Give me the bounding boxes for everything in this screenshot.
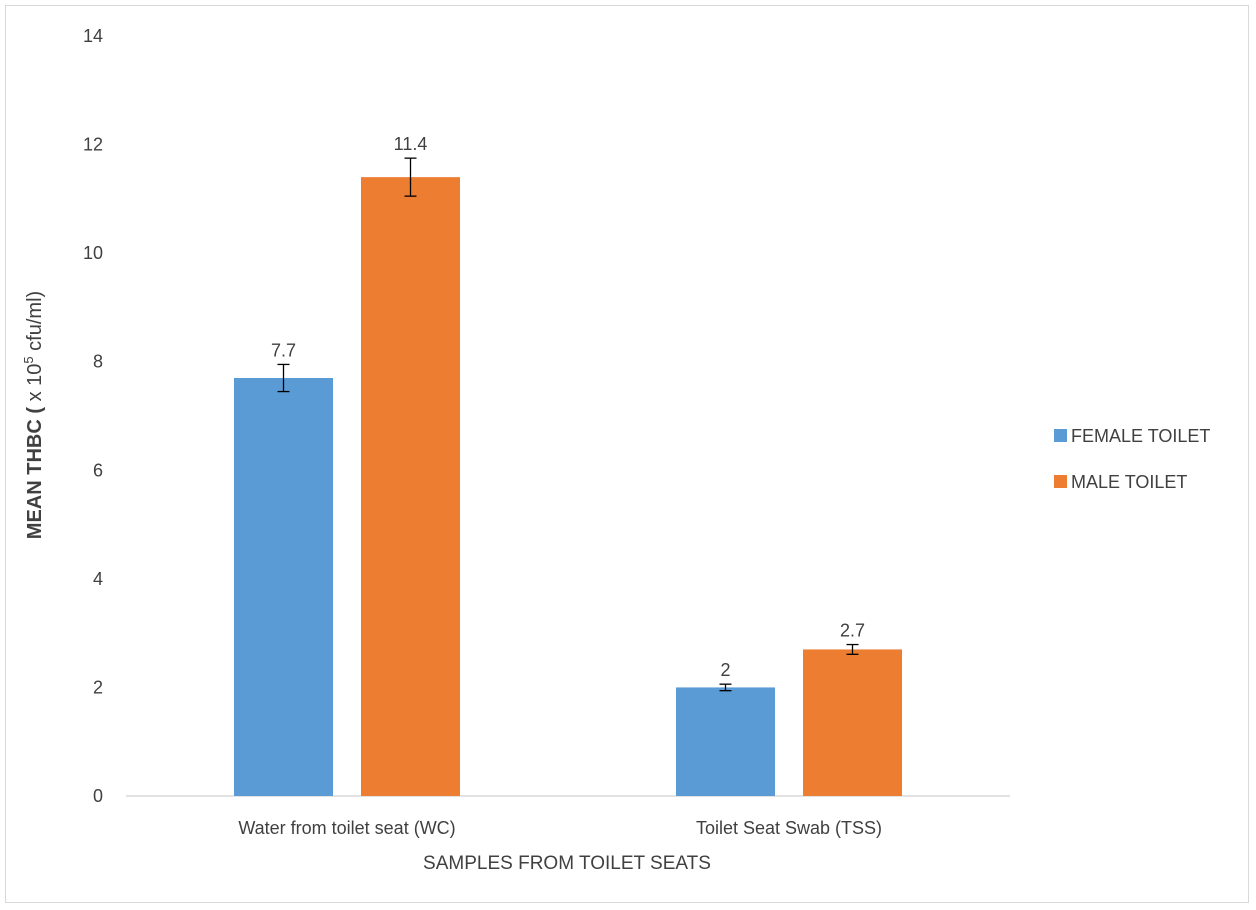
y-axis-ticks: 0 2 4 6 8 10 12 14 xyxy=(83,26,103,806)
bar-male xyxy=(803,649,902,796)
y-axis-title: MEAN THBC ( x 105 cfu/ml) xyxy=(21,291,46,539)
bar-female xyxy=(676,687,775,796)
legend-label-female: FEMALE TOILET xyxy=(1071,426,1210,446)
y-tick-label: 6 xyxy=(93,460,103,480)
error-bar xyxy=(277,363,290,393)
y-tick-label: 8 xyxy=(93,352,103,372)
bars xyxy=(234,177,902,797)
data-label: 11.4 xyxy=(394,134,428,154)
bar-female xyxy=(234,378,333,796)
data-labels: 7.7 11.4 2 2.7 xyxy=(271,134,865,680)
legend-swatch-female xyxy=(1054,429,1067,442)
y-axis-title-exponent: 5 xyxy=(21,356,36,363)
error-bar xyxy=(846,643,859,655)
error-bar xyxy=(719,683,732,692)
error-bars xyxy=(277,157,859,692)
category-labels: Water from toilet seat (WC) Toilet Seat S… xyxy=(238,818,882,838)
legend: FEMALE TOILET MALE TOILET xyxy=(1054,426,1210,492)
y-axis-title-prefix: MEAN THBC ( xyxy=(24,407,46,540)
y-axis-title-suffix: cfu/ml) xyxy=(24,291,46,357)
data-label: 2 xyxy=(720,660,730,680)
y-tick-label: 2 xyxy=(93,677,103,697)
y-axis-title-unit: x 10 xyxy=(24,364,46,407)
chart-frame xyxy=(5,5,1249,903)
y-tick-label: 4 xyxy=(93,569,103,589)
data-label: 2.7 xyxy=(840,621,865,641)
y-tick-label: 14 xyxy=(83,26,103,46)
legend-swatch-male xyxy=(1054,475,1067,488)
legend-label-male: MALE TOILET xyxy=(1071,472,1187,492)
error-bar xyxy=(404,157,417,197)
x-category-label: Toilet Seat Swab (TSS) xyxy=(696,818,882,838)
data-label: 7.7 xyxy=(271,340,296,360)
y-tick-label: 10 xyxy=(83,243,103,263)
x-axis-title: SAMPLES FROM TOILET SEATS xyxy=(423,853,711,874)
x-category-label: Water from toilet seat (WC) xyxy=(238,818,455,838)
y-tick-label: 12 xyxy=(83,135,103,155)
bar-male xyxy=(361,177,460,797)
y-tick-label: 0 xyxy=(93,786,103,806)
